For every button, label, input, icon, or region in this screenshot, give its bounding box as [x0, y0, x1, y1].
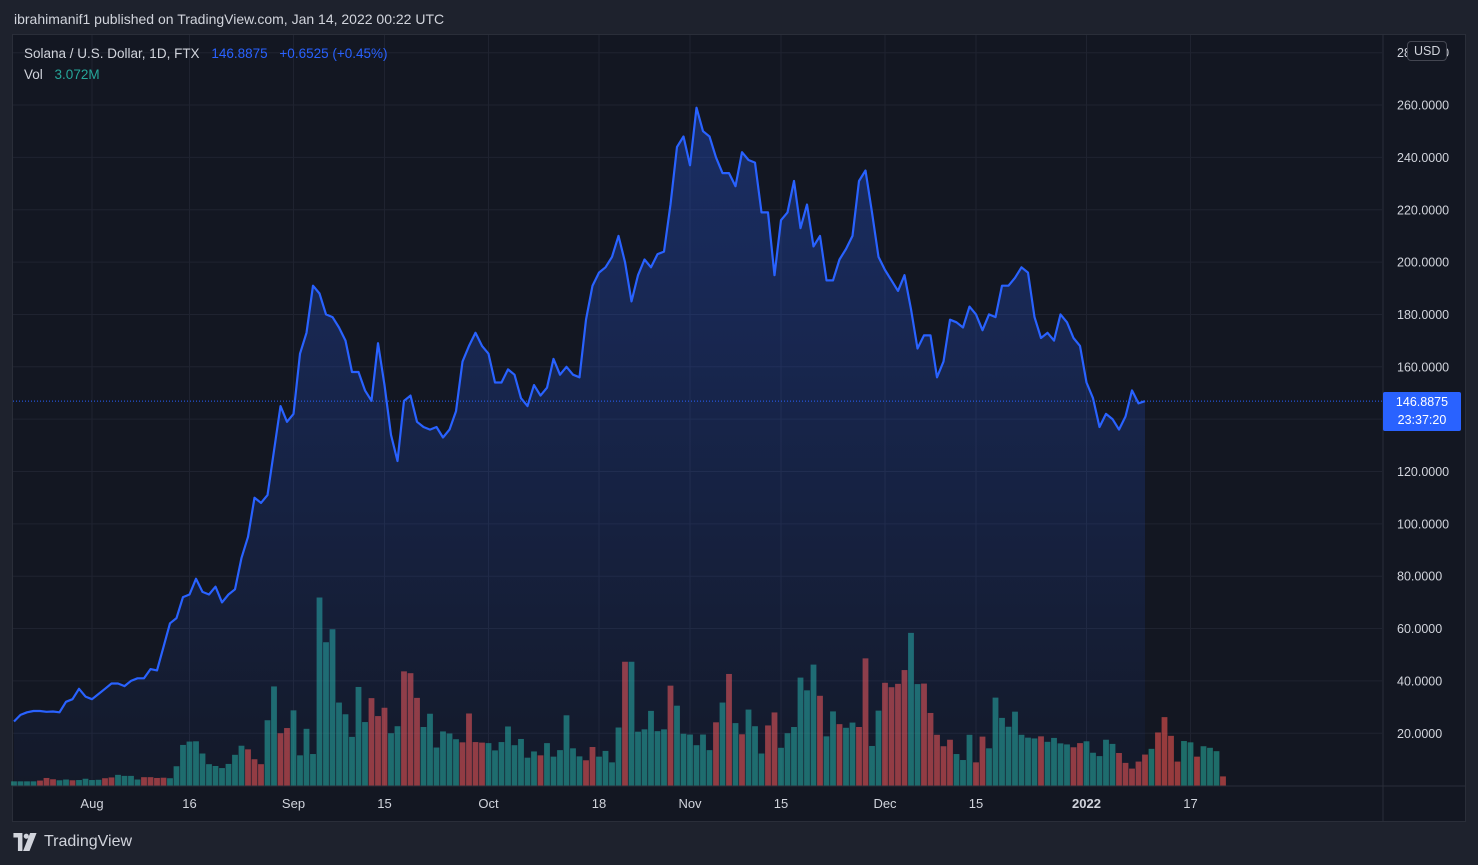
x-tick-label: 15 — [969, 796, 983, 811]
y-tick-label: 40.0000 — [1397, 674, 1442, 688]
volume-bar — [1207, 747, 1213, 786]
y-tick-label: 20.0000 — [1397, 727, 1442, 741]
price-line — [13, 106, 1146, 723]
volume-bar — [1181, 741, 1187, 786]
x-tick-label: Nov — [678, 796, 702, 811]
volume-bar — [1200, 746, 1207, 786]
tradingview-footer[interactable]: TradingView — [12, 833, 132, 851]
y-tick-label: 80.0000 — [1397, 570, 1442, 584]
y-tick-label: 160.0000 — [1397, 360, 1449, 374]
x-tick-label: 18 — [592, 796, 606, 811]
x-tick-label: 17 — [1183, 796, 1197, 811]
y-tick-label: 240.0000 — [1397, 151, 1449, 165]
y-tick-label: 200.0000 — [1397, 256, 1449, 270]
y-tick-label: 180.0000 — [1397, 308, 1449, 322]
x-tick-label: 2022 — [1072, 796, 1101, 811]
volume-label[interactable]: Vol — [24, 67, 43, 82]
y-tick-label: 120.0000 — [1397, 465, 1449, 479]
x-axis-ticks: Aug 16 Sep 15 Oct 18 Nov 15 Dec 15 2022 17 — [80, 796, 1197, 811]
x-tick-label: Oct — [478, 796, 499, 811]
x-tick-label: Dec — [873, 796, 897, 811]
y-tick-label: 260.0000 — [1397, 99, 1449, 113]
x-tick-label: 15 — [377, 796, 391, 811]
legend-change: +0.6525 (+0.45%) — [279, 46, 388, 61]
publish-info: ibrahimanif1 published on TradingView.co… — [14, 11, 445, 27]
volume-bar — [1187, 742, 1194, 786]
chart-legend: Solana / U.S. Dollar, 1D, FTX 146.8875 +… — [24, 45, 388, 87]
currency-button[interactable]: USD — [1407, 41, 1448, 61]
x-tick-label: Sep — [282, 796, 305, 811]
tradingview-brand: TradingView — [44, 833, 133, 850]
legend-volume-row: Vol 3.072M — [24, 66, 388, 87]
volume-bar — [1168, 735, 1174, 786]
volume-value: 3.072M — [54, 67, 100, 82]
legend-price-row: Solana / U.S. Dollar, 1D, FTX 146.8875 +… — [24, 45, 388, 66]
last-price-label: 146.8875 23:37:20 — [1383, 392, 1461, 431]
x-tick-label: Aug — [80, 796, 103, 811]
symbol-title[interactable]: Solana / U.S. Dollar, 1D, FTX — [24, 46, 200, 61]
y-tick-label: 220.0000 — [1397, 203, 1449, 217]
volume-bar — [1213, 751, 1220, 786]
volume-bar — [1161, 717, 1168, 786]
volume-bar — [1174, 761, 1181, 786]
y-tick-label: 100.0000 — [1397, 517, 1449, 531]
bar-countdown: 23:37:20 — [1397, 413, 1447, 427]
x-tick-label: 16 — [182, 796, 196, 811]
volume-bar — [1155, 732, 1161, 786]
y-tick-label: 60.0000 — [1397, 622, 1442, 636]
volume-bar — [1148, 748, 1155, 786]
legend-price: 146.8875 — [211, 46, 268, 61]
x-tick-label: 15 — [774, 796, 788, 811]
volume-bar — [1220, 776, 1226, 786]
tradingview-logo-icon — [13, 833, 37, 851]
price-area — [14, 107, 1145, 786]
volume-bar — [1194, 756, 1200, 786]
last-price-value: 146.8875 — [1395, 395, 1449, 409]
